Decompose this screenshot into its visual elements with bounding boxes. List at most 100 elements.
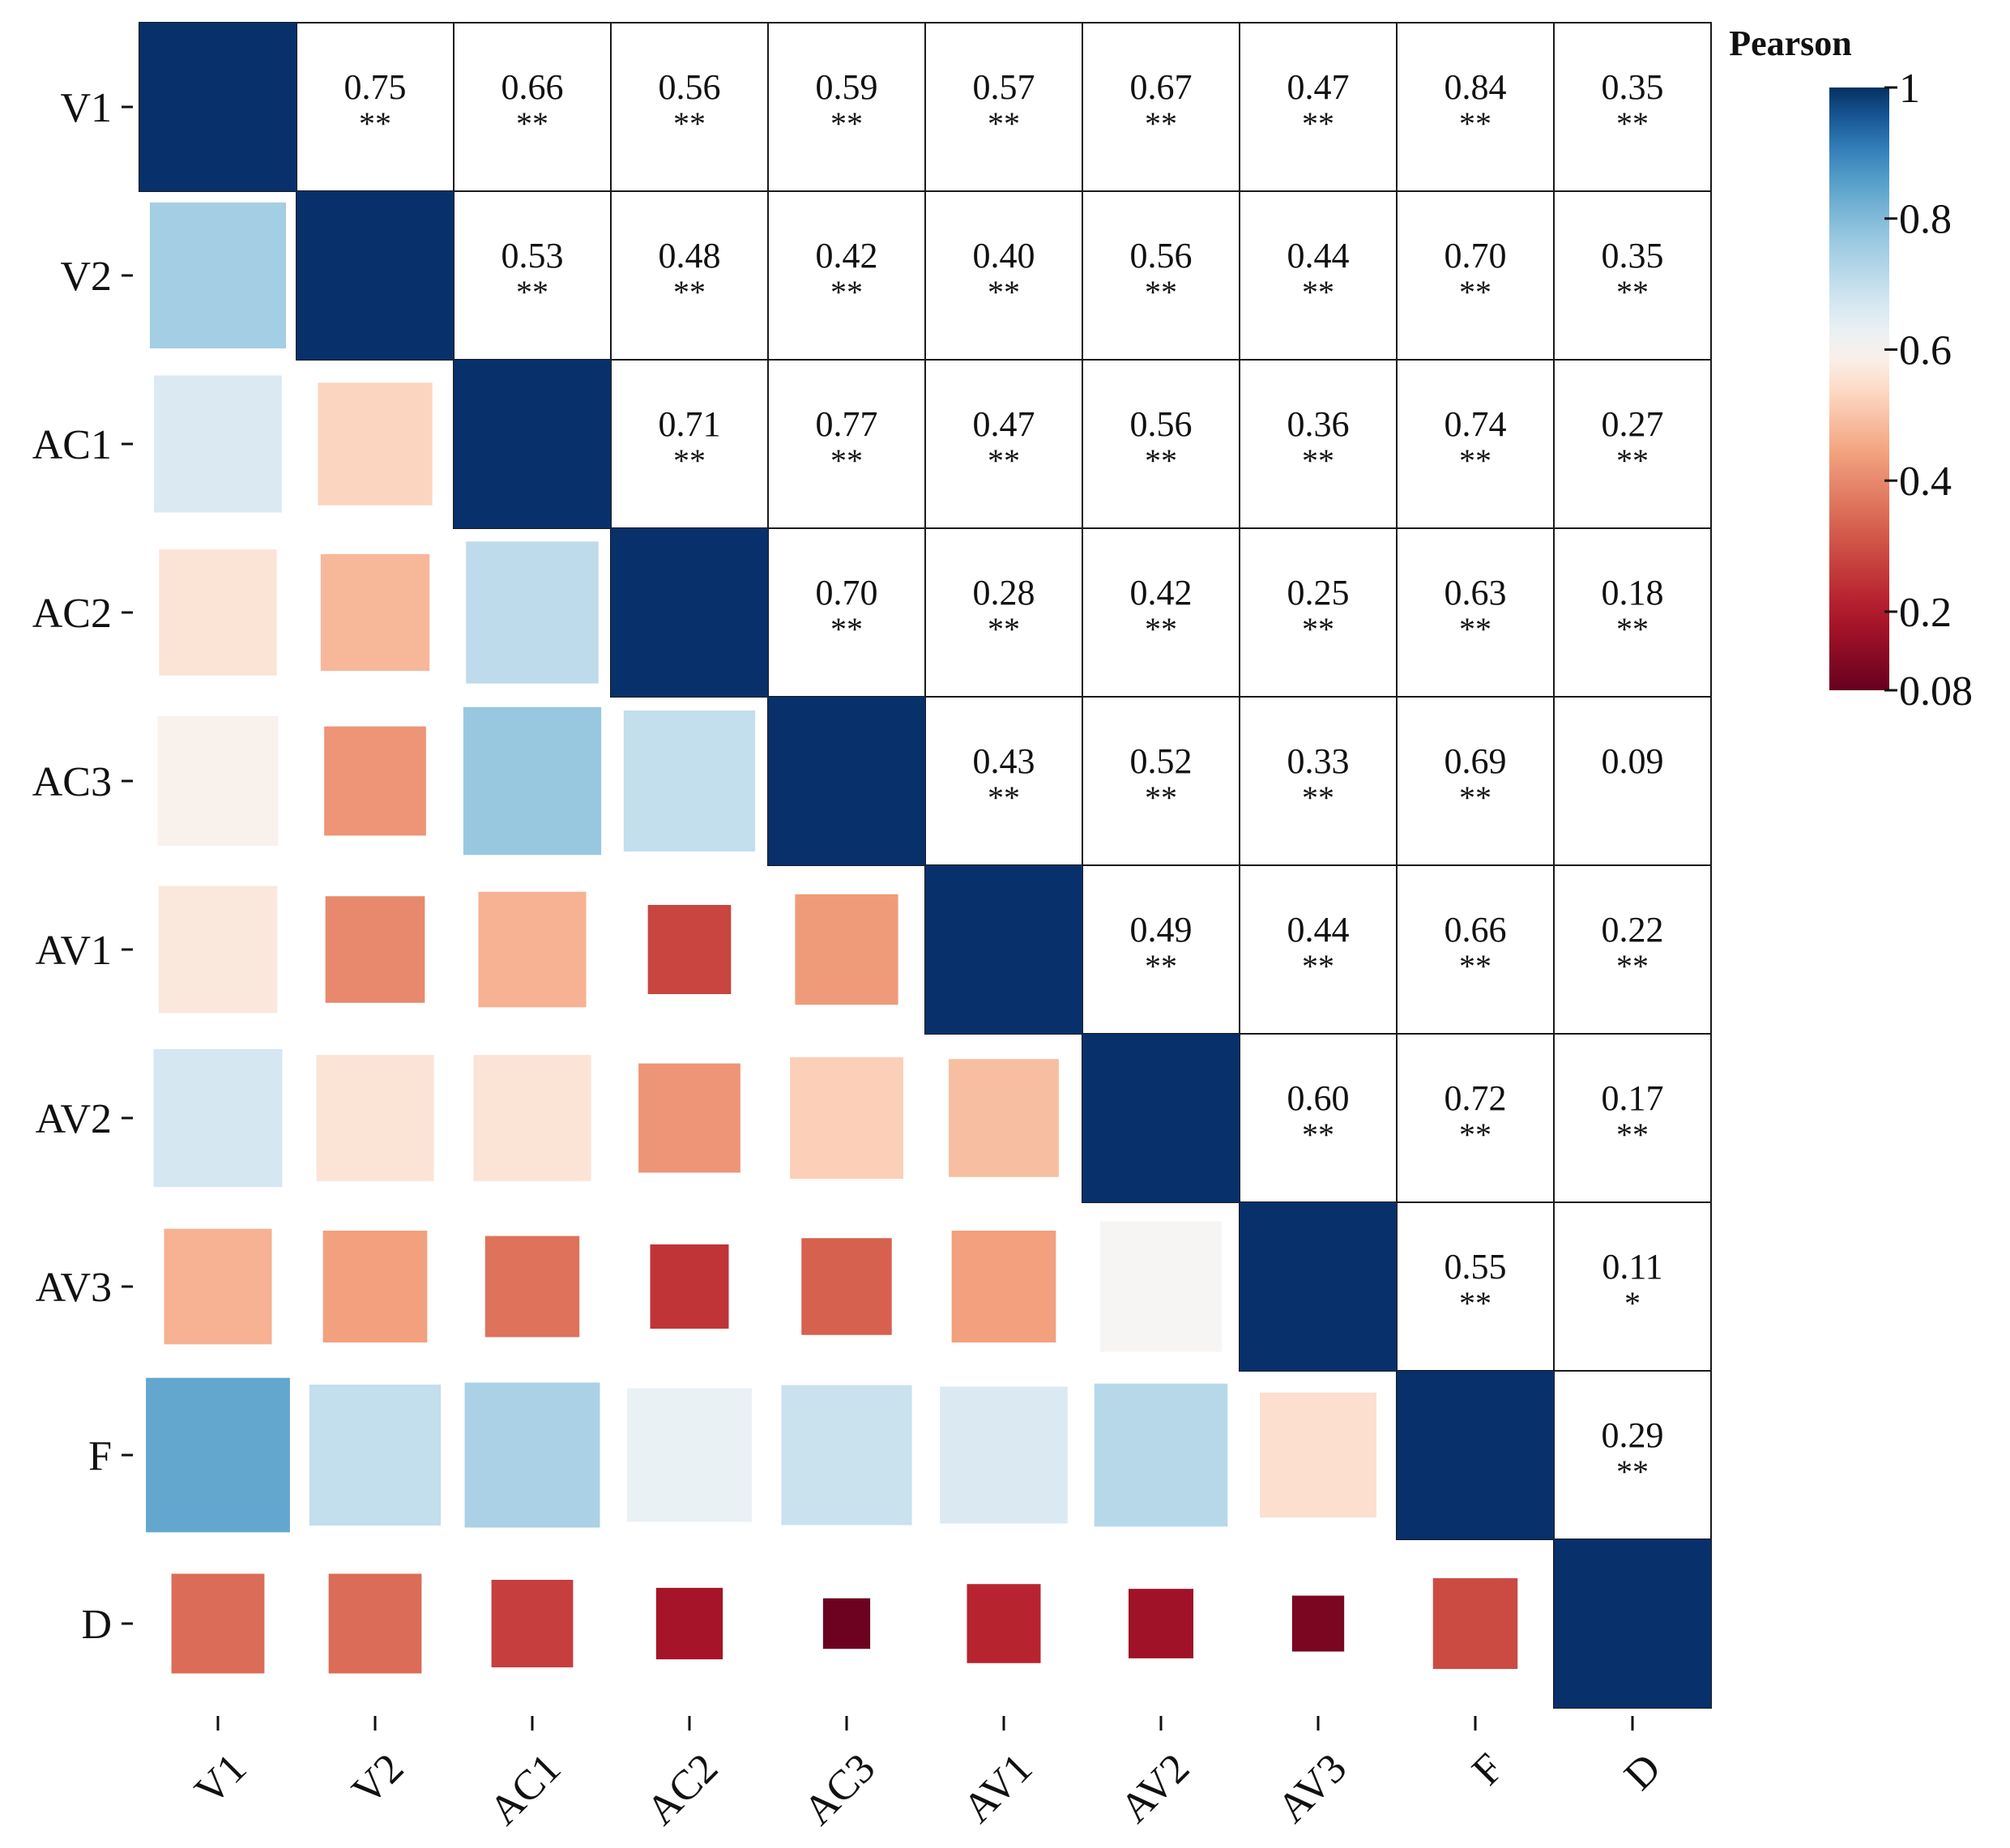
grid-cell — [1239, 696, 1398, 866]
significance-stars: ** — [1459, 105, 1491, 142]
diagonal-cell — [454, 360, 611, 528]
correlation-square — [822, 1598, 871, 1650]
significance-stars: ** — [1302, 611, 1334, 647]
grid-cell — [924, 359, 1083, 529]
grid-cell — [1082, 527, 1240, 698]
correlation-square — [795, 894, 898, 1005]
grid-cell — [610, 22, 769, 192]
cell-value-label: 0.57 — [973, 67, 1035, 107]
diagonal-cell — [139, 23, 297, 191]
correlation-square — [316, 1055, 434, 1181]
significance-stars: ** — [1145, 442, 1177, 479]
cell-value-labels: 0.75**0.66**0.56**0.59**0.57**0.67**0.47… — [344, 67, 1664, 1490]
cell-value-label: 0.69 — [1445, 741, 1507, 781]
significance-stars: ** — [1145, 779, 1177, 816]
cell-value-label: 0.56 — [659, 67, 721, 107]
correlation-square — [1260, 1392, 1376, 1518]
legend-tick-label: 0.8 — [1899, 197, 1952, 243]
cell-value-label: 0.42 — [1130, 573, 1193, 612]
grid-cell — [1553, 22, 1712, 192]
cell-value-label: 0.49 — [1130, 910, 1193, 950]
correlation-square — [164, 1228, 272, 1345]
correlation-square — [650, 1244, 729, 1329]
significance-stars: ** — [1459, 1116, 1491, 1153]
significance-stars: ** — [830, 105, 863, 142]
correlation-square — [320, 553, 430, 672]
grid-cell — [1239, 22, 1398, 192]
significance-stars: ** — [1616, 1453, 1649, 1490]
cell-value-label: 0.74 — [1445, 404, 1507, 444]
cell-value-label: 0.75 — [344, 67, 407, 107]
significance-stars: ** — [1302, 948, 1334, 984]
color-legend: Pearson 1 0.8 0.6 0.4 0.2 0.08 — [1729, 23, 1973, 715]
correlation-square — [328, 1573, 422, 1674]
grid-cell — [767, 359, 926, 529]
correlation-square — [1291, 1595, 1345, 1652]
correlation-square — [647, 904, 732, 995]
heatmap-cells — [139, 23, 1711, 1708]
cell-value-label: 0.35 — [1602, 236, 1664, 275]
correlation-square — [473, 1055, 591, 1181]
grid-cell — [610, 190, 769, 361]
correlation-square — [309, 1384, 442, 1526]
grid-cell — [453, 22, 612, 192]
cell-value-label: 0.48 — [659, 236, 721, 275]
x-tick-label: AV3 — [1269, 1745, 1355, 1832]
cell-value-label: 0.36 — [1287, 404, 1350, 444]
significance-stars: ** — [1459, 274, 1491, 310]
grid-cell — [1396, 696, 1555, 866]
legend-tick-label: 0.6 — [1899, 327, 1952, 373]
cell-value-label: 0.72 — [1445, 1078, 1507, 1118]
grid-cell — [296, 22, 454, 192]
y-tick-label: AC1 — [32, 422, 112, 468]
significance-stars: ** — [1302, 274, 1334, 310]
grid-cell — [1553, 864, 1712, 1035]
y-tick-label: F — [88, 1433, 112, 1479]
cell-value-label: 0.55 — [1445, 1247, 1507, 1287]
correlation-square — [325, 896, 425, 1003]
significance-stars: ** — [1616, 1116, 1649, 1153]
significance-stars: ** — [359, 105, 391, 142]
significance-stars: ** — [1145, 948, 1177, 984]
cell-value-label: 0.52 — [1130, 741, 1193, 781]
y-tick-label: AC2 — [32, 591, 112, 637]
significance-stars: ** — [1459, 779, 1491, 816]
significance-stars: ** — [1145, 105, 1177, 142]
grid-cell — [1396, 1201, 1555, 1372]
cell-value-label: 0.42 — [816, 236, 878, 275]
cell-value-label: 0.47 — [1287, 67, 1350, 107]
significance-stars: ** — [1145, 274, 1177, 310]
x-tick-label: V1 — [186, 1745, 255, 1814]
x-tick-label: AV2 — [1112, 1745, 1198, 1832]
x-tick-label: AC1 — [480, 1745, 570, 1834]
diagonal-cell — [1397, 1371, 1554, 1539]
significance-stars: ** — [1616, 105, 1649, 142]
correlation-square — [940, 1386, 1068, 1524]
significance-stars: ** — [1616, 611, 1649, 647]
significance-stars: ** — [1616, 948, 1649, 984]
correlation-square — [157, 716, 279, 846]
correlation-square — [146, 1377, 290, 1533]
significance-stars: ** — [1145, 611, 1177, 647]
correlation-square — [949, 1059, 1059, 1177]
correlation-square — [464, 1382, 600, 1528]
grid-cell — [453, 190, 612, 361]
significance-stars: ** — [1302, 1116, 1334, 1153]
significance-stars: ** — [988, 105, 1020, 142]
significance-stars: * — [1624, 1285, 1641, 1321]
correlation-square — [318, 382, 433, 506]
cell-value-label: 0.71 — [659, 404, 721, 444]
legend-tick-label: 0.08 — [1899, 668, 1973, 715]
cell-value-label: 0.17 — [1602, 1078, 1664, 1118]
cell-value-label: 0.25 — [1287, 573, 1350, 612]
correlation-square — [655, 1587, 723, 1660]
cell-value-label: 0.11 — [1602, 1247, 1662, 1287]
grid-cell — [924, 190, 1083, 361]
cell-value-label: 0.22 — [1602, 910, 1664, 950]
significance-stars: ** — [1302, 442, 1334, 479]
correlation-square — [1432, 1577, 1518, 1670]
significance-stars: ** — [830, 274, 863, 310]
cell-value-label: 0.66 — [1445, 910, 1507, 950]
cell-value-label: 0.35 — [1602, 67, 1664, 107]
correlation-square — [491, 1579, 574, 1668]
